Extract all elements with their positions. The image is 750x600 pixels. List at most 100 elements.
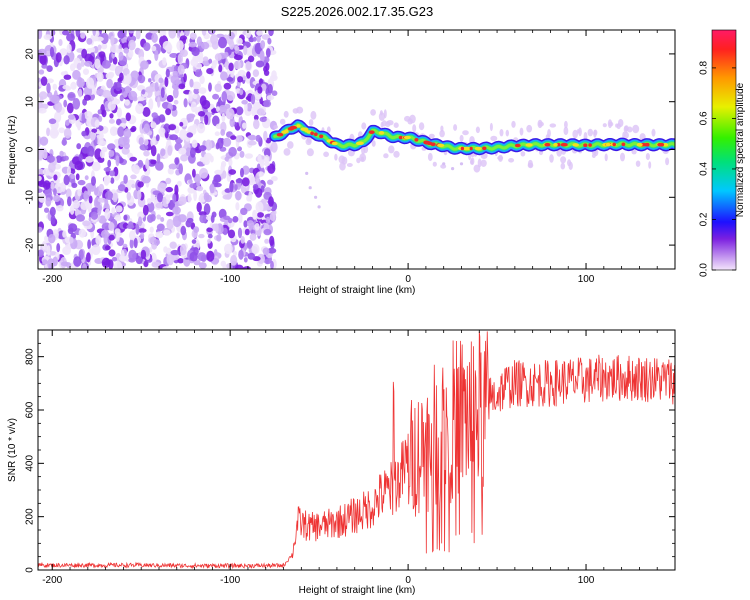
spectrogram-noise-dot [122, 68, 130, 76]
spectrogram-noise-dot [119, 94, 124, 102]
spectrogram-noise-dot [40, 76, 48, 86]
y-tick-label: 200 [25, 508, 36, 525]
x-tick-label: 100 [578, 274, 595, 285]
spectrogram-noise-dot [38, 150, 44, 160]
spectrogram-noise-dot [270, 141, 278, 153]
spectrogram-noise-dot [238, 249, 244, 260]
spectrogram-noise-dot [153, 239, 161, 246]
spectrogram-noise-dot [191, 239, 197, 244]
spectrogram-halo-dot [378, 112, 385, 121]
spectrogram-halo-dot [651, 128, 656, 137]
spectrogram-noise-dot [97, 197, 107, 203]
spectrogram-noise-dot [262, 247, 270, 256]
spectrogram-noise-dot [162, 57, 167, 66]
spectrogram-noise-dot [191, 139, 198, 148]
spectrogram-noise-dot [69, 236, 74, 244]
spectrogram-noise-dot [71, 182, 78, 188]
spectrogram-noise-dot [265, 216, 271, 224]
spectrogram-noise-dot [87, 239, 91, 250]
spectrogram-noise-dot [142, 107, 151, 117]
spectrogram-noise-dot [207, 233, 213, 239]
spectrogram-hot-spot [645, 142, 650, 147]
spectrogram-noise-dot [233, 54, 243, 61]
spectrogram-noise-dot [240, 167, 244, 178]
spectrogram-halo-dot [432, 161, 437, 167]
spectrogram-noise-dot [234, 184, 238, 191]
spectrogram-halo-dot [359, 153, 367, 163]
spectrogram-noise-dot [108, 222, 115, 231]
spectrogram-noise-dot [169, 53, 179, 58]
spectrogram-noise-dot [76, 62, 82, 71]
spectrogram-y-ticks: -20 -10 0 10 20 [25, 48, 675, 252]
spectrogram-noise-dot [101, 60, 111, 69]
spectrogram-noise-dot [94, 58, 101, 70]
spectrogram-hot-spot [296, 124, 301, 128]
spectrogram-noise-dot [62, 85, 70, 90]
spectrogram-halo-dot [526, 124, 533, 133]
spectrogram-noise-dot [77, 188, 82, 197]
spectrogram-noise-dot [247, 135, 257, 140]
spectrogram-noise-dot [197, 252, 207, 262]
spectrogram-noise-dot [50, 30, 56, 36]
spectrogram-halo-dot [538, 121, 544, 127]
spectrogram-noise-dot [76, 143, 82, 150]
spectrogram-noise-dot [174, 202, 179, 213]
spectrogram-noise-dot [137, 228, 147, 234]
spectrogram-noise-dot [196, 123, 206, 134]
spectrogram-halo-dot [556, 148, 562, 157]
spectrogram-halo-dot [393, 122, 399, 128]
spectrogram-halo-dot [572, 129, 578, 139]
spectrogram-noise-dot [120, 250, 125, 262]
spectrogram-halo-dot [564, 120, 568, 129]
spectrogram-noise-dot [190, 101, 197, 113]
spectrogram-noise-dot [235, 178, 243, 184]
spectrogram-noise-dot [188, 41, 197, 48]
spectrogram-noise-dot [188, 90, 193, 102]
spectrogram-noise-dot [150, 145, 157, 157]
spectrogram-noise-dot [199, 214, 207, 224]
spectrogram-noise-dot [44, 188, 52, 198]
spectrogram-halo-dot [549, 123, 557, 128]
spectrogram-noise-dot [223, 82, 232, 90]
spectrogram-noise-dot [77, 121, 81, 131]
spectrogram-noise-dot [265, 137, 272, 144]
y-tick-label: 400 [25, 455, 36, 472]
spectrogram-noise-dot [180, 225, 187, 236]
spectrogram-noise-dot [123, 128, 132, 139]
spectrogram-noise-dot [206, 250, 215, 262]
spectrogram-noise-dot [233, 60, 242, 70]
spectrogram-noise-dot [192, 93, 198, 100]
spectrogram-noise-dot [126, 224, 135, 229]
snr-y-label: SNR (10 * v/v) [7, 418, 18, 482]
spectrogram-noise-dot [94, 187, 99, 196]
spectrogram-noise-dot [268, 196, 274, 207]
spectrogram-halo-dot [459, 162, 464, 166]
spectrogram-noise-dot [190, 147, 196, 158]
spectrogram-noise-dot [75, 30, 81, 38]
spectrogram-halo-dot [462, 130, 469, 136]
spectrogram-noise-dot [159, 183, 167, 188]
spectrogram-noise-dot [235, 106, 244, 116]
spectrogram-noise-dot [171, 84, 178, 90]
spectrogram-noise-dot [177, 53, 183, 65]
spectrogram-noise-dot [68, 114, 75, 120]
spectrogram-noise-dot [251, 243, 260, 255]
spectrogram-noise-dot [46, 127, 51, 137]
spectrogram-noise-dot [198, 145, 207, 152]
spectrogram-noise-dot [240, 236, 245, 244]
spectrogram-noise-dot [256, 108, 265, 116]
spectrogram-noise-dot [49, 46, 55, 58]
spectrogram-noise-dot [118, 136, 127, 148]
spectrogram-noise-dot [42, 259, 48, 265]
spectrogram-noise-dot [247, 252, 256, 260]
spectrogram-noise-dot [178, 163, 183, 175]
spectrogram-noise-dot [267, 37, 272, 45]
spectrogram-noise-dot [214, 53, 222, 61]
spectrogram-halo-dot [306, 148, 314, 157]
spectrogram-noise-dot [266, 95, 275, 101]
spectrogram-noise-dot [67, 91, 76, 101]
spectrogram-noise-dot [252, 209, 258, 220]
spectrogram-noise-dot [179, 121, 184, 127]
